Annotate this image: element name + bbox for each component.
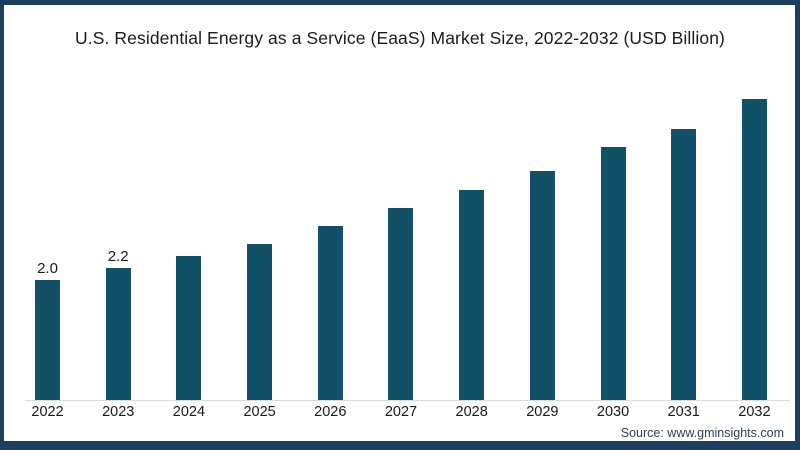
frame-border-bottom	[0, 441, 800, 450]
x-axis-labels: 2022 2023 2024 2025 2026 2027 2028 2029 2030 2031…	[31, 404, 771, 420]
chart-title: U.S. Residential Energy as a Service (Ea…	[75, 28, 725, 48]
bar-group	[388, 208, 414, 401]
bar-value-label: 2.0	[37, 260, 58, 277]
bar-group	[741, 99, 767, 401]
x-axis-label: 2029	[526, 404, 559, 420]
bar	[35, 280, 60, 401]
bar-group	[529, 171, 555, 401]
bar	[529, 171, 555, 401]
x-axis-label: 2031	[667, 404, 700, 420]
bar	[317, 226, 343, 401]
bar-group: 2.2	[105, 248, 131, 401]
x-axis-label: 2032	[738, 404, 771, 420]
bar-group	[317, 226, 343, 401]
bar-group: 2.0	[35, 261, 60, 401]
frame-border-left	[0, 0, 4, 450]
bar-group	[671, 129, 697, 401]
bar-group	[600, 147, 626, 401]
bar	[600, 147, 626, 401]
x-axis-label: 2026	[314, 404, 347, 420]
x-axis-label: 2027	[384, 404, 418, 420]
x-axis-label: 2028	[455, 404, 488, 420]
bar	[247, 244, 273, 401]
bar	[388, 208, 414, 401]
bar	[105, 268, 131, 401]
x-axis-label: 2022	[31, 404, 64, 420]
bar	[459, 190, 485, 401]
bar-group	[459, 190, 485, 401]
x-axis-line	[25, 400, 790, 401]
frame-border-top	[0, 0, 800, 5]
x-axis-label: 2025	[243, 404, 276, 420]
bar	[671, 129, 697, 401]
x-axis-label: 2030	[596, 404, 630, 420]
bar-group	[247, 244, 273, 401]
bar-group	[176, 256, 202, 401]
frame-border-right	[795, 0, 800, 450]
x-axis-label: 2023	[102, 404, 135, 420]
bar	[741, 99, 767, 401]
x-axis-label: 2024	[172, 404, 206, 420]
bar-value-label: 2.2	[107, 248, 129, 265]
bar	[176, 256, 202, 401]
bar-plot-area: 2.0 2.2	[35, 91, 767, 401]
source-attribution: Source: www.gminsights.com	[620, 426, 784, 440]
